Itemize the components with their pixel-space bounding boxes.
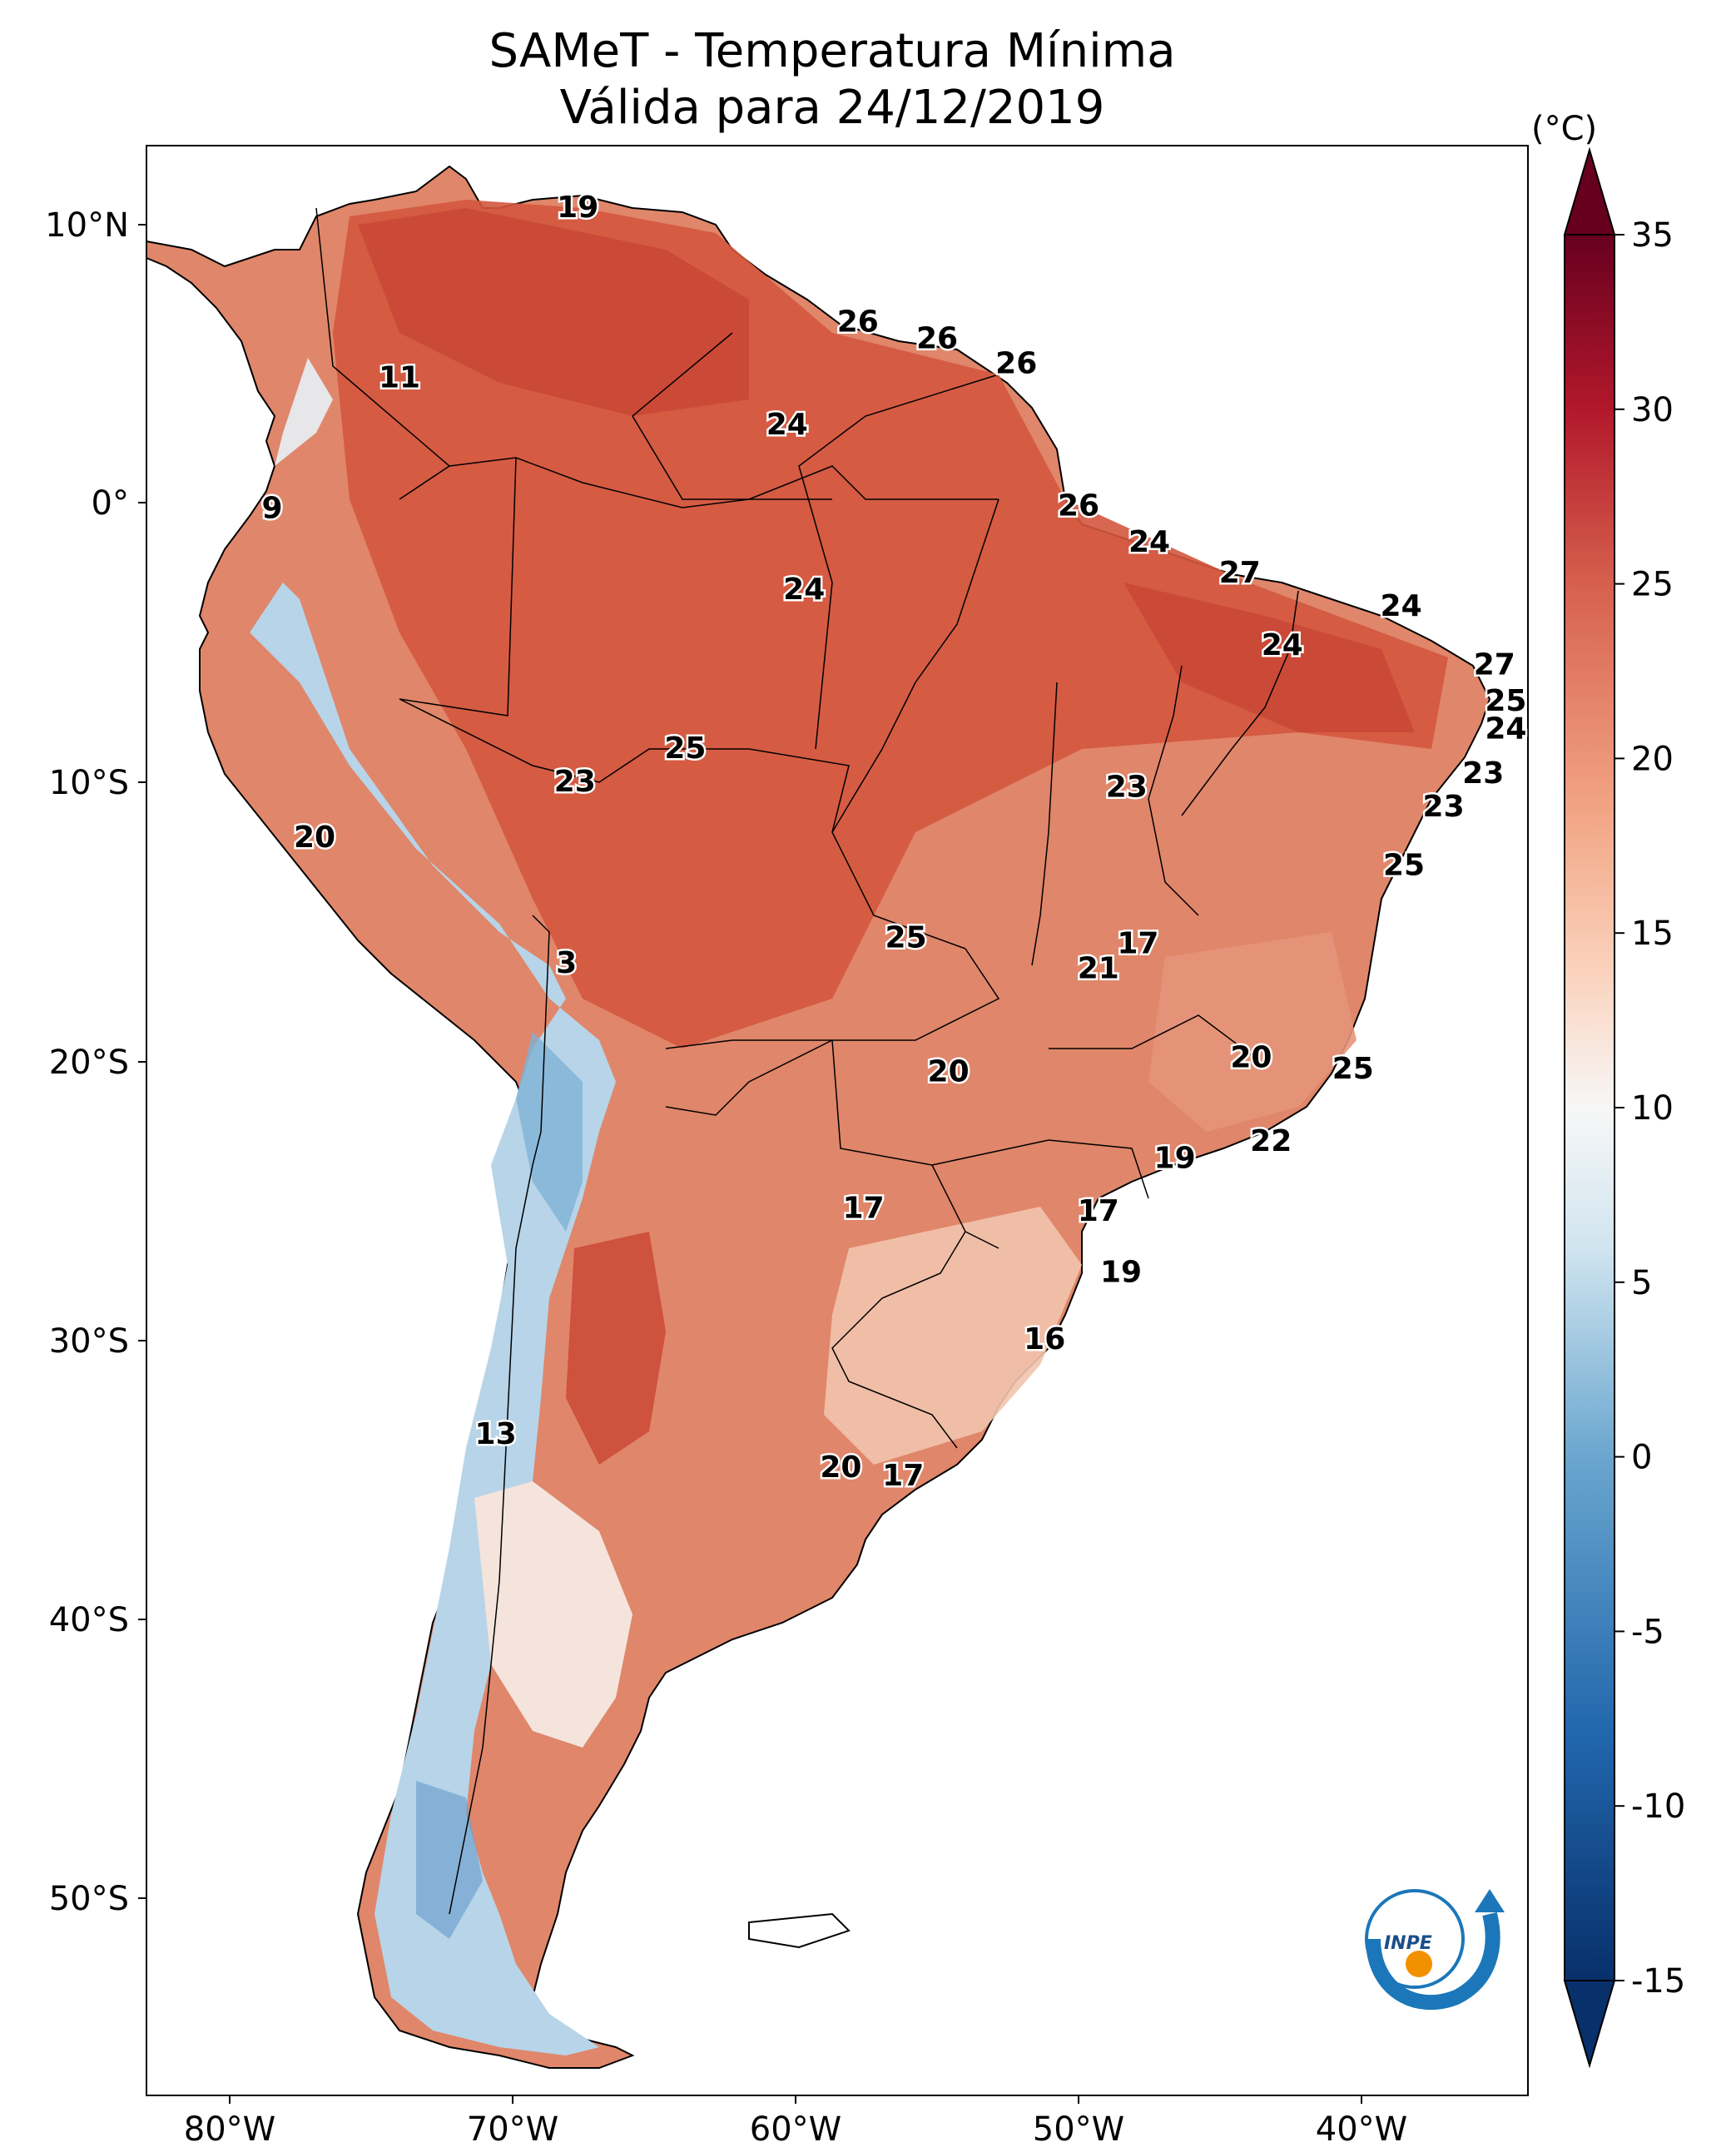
colorbar-tick-label: -5 xyxy=(1631,1613,1664,1651)
temperature-point-label: 24 xyxy=(1128,525,1170,559)
colorbar-tick-label: 35 xyxy=(1631,216,1674,255)
temperature-point-label: 16 xyxy=(1024,1322,1065,1356)
lat-tick-label: 10°S xyxy=(49,764,129,802)
temperature-point-label: 19 xyxy=(557,191,598,225)
temperature-point-label: 24 xyxy=(766,408,808,442)
temperature-point-label: 24 xyxy=(1262,628,1303,662)
colorbar-tick-label: 15 xyxy=(1631,915,1674,953)
temperature-point-label: 25 xyxy=(1383,849,1425,883)
temperature-point-label: 25 xyxy=(664,731,706,766)
temperature-point-label: 24 xyxy=(783,573,825,607)
temperature-point-label: 23 xyxy=(554,765,596,799)
colorbar-tick-label: 25 xyxy=(1631,566,1674,604)
temperature-point-label: 24 xyxy=(1381,589,1422,623)
colorbar-tick-label: -15 xyxy=(1631,1962,1685,2001)
temperature-point-label: 13 xyxy=(475,1417,517,1451)
temperature-point-label: 26 xyxy=(916,321,958,355)
temperature-point-label: 26 xyxy=(837,305,879,339)
temperature-point-label: 25 xyxy=(1332,1052,1374,1086)
temperature-point-label: 17 xyxy=(882,1459,924,1493)
lat-axis-ticks xyxy=(138,224,146,1899)
temperature-point-label: 19 xyxy=(1100,1256,1142,1290)
andes-cold-overlay xyxy=(250,358,632,2055)
lon-tick-label: 50°W xyxy=(1033,2110,1124,2149)
temperature-point-label: 9 xyxy=(261,492,282,526)
colorbar-tick-label: 20 xyxy=(1631,740,1674,778)
temperature-point-label: 17 xyxy=(843,1192,885,1226)
temperature-point-label: 23 xyxy=(1106,771,1148,805)
warm-region-overlay xyxy=(333,200,1448,1465)
temperature-point-label: 25 xyxy=(885,921,927,955)
temperature-point-label: 23 xyxy=(1462,756,1504,791)
lon-axis-ticks xyxy=(229,2095,1362,2104)
temperature-point-label: 23 xyxy=(1423,790,1465,824)
lat-tick-label: 40°S xyxy=(49,1601,129,1639)
temperature-point-label: 27 xyxy=(1474,647,1515,682)
lat-tick-label: 20°S xyxy=(49,1044,129,1082)
lon-tick-label: 60°W xyxy=(750,2110,841,2149)
temperature-point-label: 20 xyxy=(294,821,335,855)
temperature-point-label: 22 xyxy=(1250,1124,1292,1158)
lon-tick-label: 40°W xyxy=(1316,2110,1407,2149)
temperature-point-label: 21 xyxy=(1078,951,1119,985)
map-subtitle: Válida para 24/12/2019 xyxy=(559,81,1105,135)
lat-tick-label: 30°S xyxy=(49,1322,129,1361)
colorbar-tick-label: -10 xyxy=(1631,1788,1685,1826)
temperature-point-label: 11 xyxy=(379,360,420,394)
colorbar-tick-label: 0 xyxy=(1631,1439,1652,1477)
inpe-logo: INPE xyxy=(1365,1889,1505,2011)
map-title: SAMeT - Temperatura Mínima xyxy=(489,24,1176,78)
colorbar-min-extend xyxy=(1563,1980,1616,2069)
temperature-point-label: 3 xyxy=(556,946,577,980)
temperature-point-label: 26 xyxy=(995,347,1037,381)
inpe-logo-text: INPE xyxy=(1384,1933,1432,1954)
temperature-point-label: 20 xyxy=(1230,1041,1272,1075)
colorbar-bar xyxy=(1564,234,1615,1981)
temperature-point-label: 17 xyxy=(1078,1194,1119,1228)
colorbar-tick-label: 10 xyxy=(1631,1089,1674,1128)
temperature-point-label: 17 xyxy=(1117,926,1158,960)
colorbar: 35 30 25 20 15 10 5 0 -5 -10 -15 xyxy=(1563,146,1685,2069)
temperature-point-label: 19 xyxy=(1154,1141,1196,1175)
lat-tick-label: 0° xyxy=(92,484,129,523)
temperature-point-label: 25 xyxy=(1485,684,1526,718)
colorbar-tick-label: 30 xyxy=(1631,391,1674,429)
lat-tick-label: 50°S xyxy=(49,1880,129,1918)
lon-tick-label: 70°W xyxy=(467,2110,558,2149)
colorbar-unit-label: (°C) xyxy=(1531,110,1598,148)
lon-tick-label: 80°W xyxy=(184,2110,275,2149)
country-borders xyxy=(315,207,1299,1915)
colorbar-tick-label: 5 xyxy=(1631,1264,1652,1302)
temperature-point-label: 27 xyxy=(1219,556,1261,590)
temperature-point-label: 20 xyxy=(820,1450,861,1485)
temperature-point-label: 26 xyxy=(1058,488,1099,523)
lat-tick-label: 10°N xyxy=(45,206,129,245)
falkland-islands xyxy=(748,1912,851,1949)
temperature-point-label: 24 xyxy=(1485,712,1526,746)
temperature-point-label: 20 xyxy=(928,1054,970,1088)
colorbar-max-extend xyxy=(1563,146,1616,236)
